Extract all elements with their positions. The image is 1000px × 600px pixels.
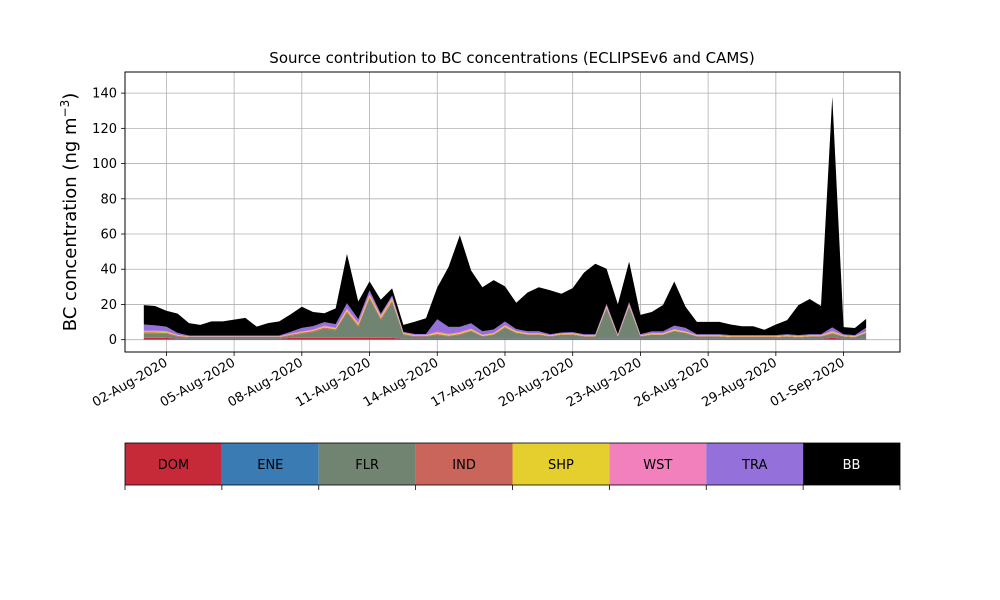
legend-swatch-bb <box>803 443 900 485</box>
x-tick-label: 26-Aug-2020 <box>632 355 712 410</box>
y-tick-label: 60 <box>100 228 117 243</box>
x-tick-label: 08-Aug-2020 <box>225 355 305 410</box>
area-wst <box>143 293 867 337</box>
legend-swatch-flr <box>318 443 416 485</box>
x-tick-label: 01-Sep-2020 <box>768 355 848 410</box>
legend-label-bb: BB <box>843 458 861 473</box>
legend-label-tra: TRA <box>741 458 767 473</box>
x-tick-label: 14-Aug-2020 <box>361 355 441 410</box>
source-legend-bar: DOM ENE FLR IND SHP WST TRA BB <box>124 442 901 490</box>
chart-title: Source contribution to BC concentrations… <box>269 49 754 67</box>
y-tick-label: 0 <box>109 333 117 348</box>
legend-swatch-shp <box>512 443 610 485</box>
y-tick-label: 40 <box>100 263 117 278</box>
area-tra <box>143 290 867 337</box>
area-flr <box>143 298 867 339</box>
legend-label-flr: FLR <box>355 458 379 473</box>
legend-swatch-dom <box>125 443 222 485</box>
legend-swatch-tra <box>706 443 804 485</box>
y-tick-label: 20 <box>100 298 117 313</box>
area-bb <box>143 96 867 336</box>
x-tick-label: 17-Aug-2020 <box>429 355 509 410</box>
y-tick-label: 140 <box>92 87 117 102</box>
legend-label-shp: SHP <box>548 458 574 473</box>
y-tick-label: 100 <box>92 157 117 172</box>
legend-label-dom: DOM <box>158 458 189 473</box>
x-tick-label: 05-Aug-2020 <box>158 355 238 410</box>
x-tick-label: 11-Aug-2020 <box>293 355 373 410</box>
legend-label-ene: ENE <box>257 458 283 473</box>
x-tick-label: 23-Aug-2020 <box>564 355 644 410</box>
legend-label-wst: WST <box>643 458 672 473</box>
x-tick-label: 29-Aug-2020 <box>700 355 780 410</box>
y-tick-label: 120 <box>92 122 117 137</box>
x-tick-label: 20-Aug-2020 <box>496 355 576 410</box>
legend-swatch-wst <box>609 443 707 485</box>
x-axis-ticks: 02-Aug-202005-Aug-202008-Aug-202011-Aug-… <box>90 352 848 411</box>
x-tick-label: 02-Aug-2020 <box>90 355 170 410</box>
y-axis-label: BC concentration (ng m−3) <box>58 93 81 332</box>
legend-swatch-ind <box>415 443 513 485</box>
legend-swatch-ene <box>221 443 319 485</box>
plot-frame <box>124 71 901 353</box>
legend-label-ind: IND <box>452 458 476 473</box>
area-series <box>143 96 867 340</box>
y-tick-label: 80 <box>100 192 117 207</box>
y-axis-ticks: 0 20 40 60 80 100 120 140 <box>92 87 125 348</box>
area-shp <box>143 295 867 338</box>
